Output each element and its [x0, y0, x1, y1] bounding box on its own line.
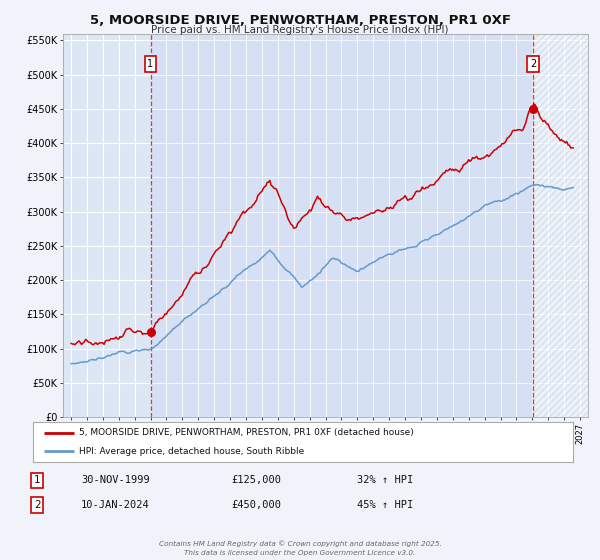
Text: 1: 1 [148, 59, 154, 69]
Text: 32% ↑ HPI: 32% ↑ HPI [357, 475, 413, 486]
Text: 10-JAN-2024: 10-JAN-2024 [81, 500, 150, 510]
Text: 5, MOORSIDE DRIVE, PENWORTHAM, PRESTON, PR1 0XF: 5, MOORSIDE DRIVE, PENWORTHAM, PRESTON, … [89, 14, 511, 27]
Text: Price paid vs. HM Land Registry's House Price Index (HPI): Price paid vs. HM Land Registry's House … [151, 25, 449, 35]
Text: 2: 2 [34, 500, 41, 510]
Text: Contains HM Land Registry data © Crown copyright and database right 2025.
This d: Contains HM Land Registry data © Crown c… [158, 541, 442, 556]
Text: 1: 1 [34, 475, 41, 486]
Text: HPI: Average price, detached house, South Ribble: HPI: Average price, detached house, Sout… [79, 447, 304, 456]
Bar [151, 34, 533, 417]
Text: 30-NOV-1999: 30-NOV-1999 [81, 475, 150, 486]
Text: 2: 2 [530, 59, 536, 69]
Text: £450,000: £450,000 [231, 500, 281, 510]
Text: 45% ↑ HPI: 45% ↑ HPI [357, 500, 413, 510]
Text: £125,000: £125,000 [231, 475, 281, 486]
Bar [533, 34, 588, 417]
Text: 5, MOORSIDE DRIVE, PENWORTHAM, PRESTON, PR1 0XF (detached house): 5, MOORSIDE DRIVE, PENWORTHAM, PRESTON, … [79, 428, 413, 437]
